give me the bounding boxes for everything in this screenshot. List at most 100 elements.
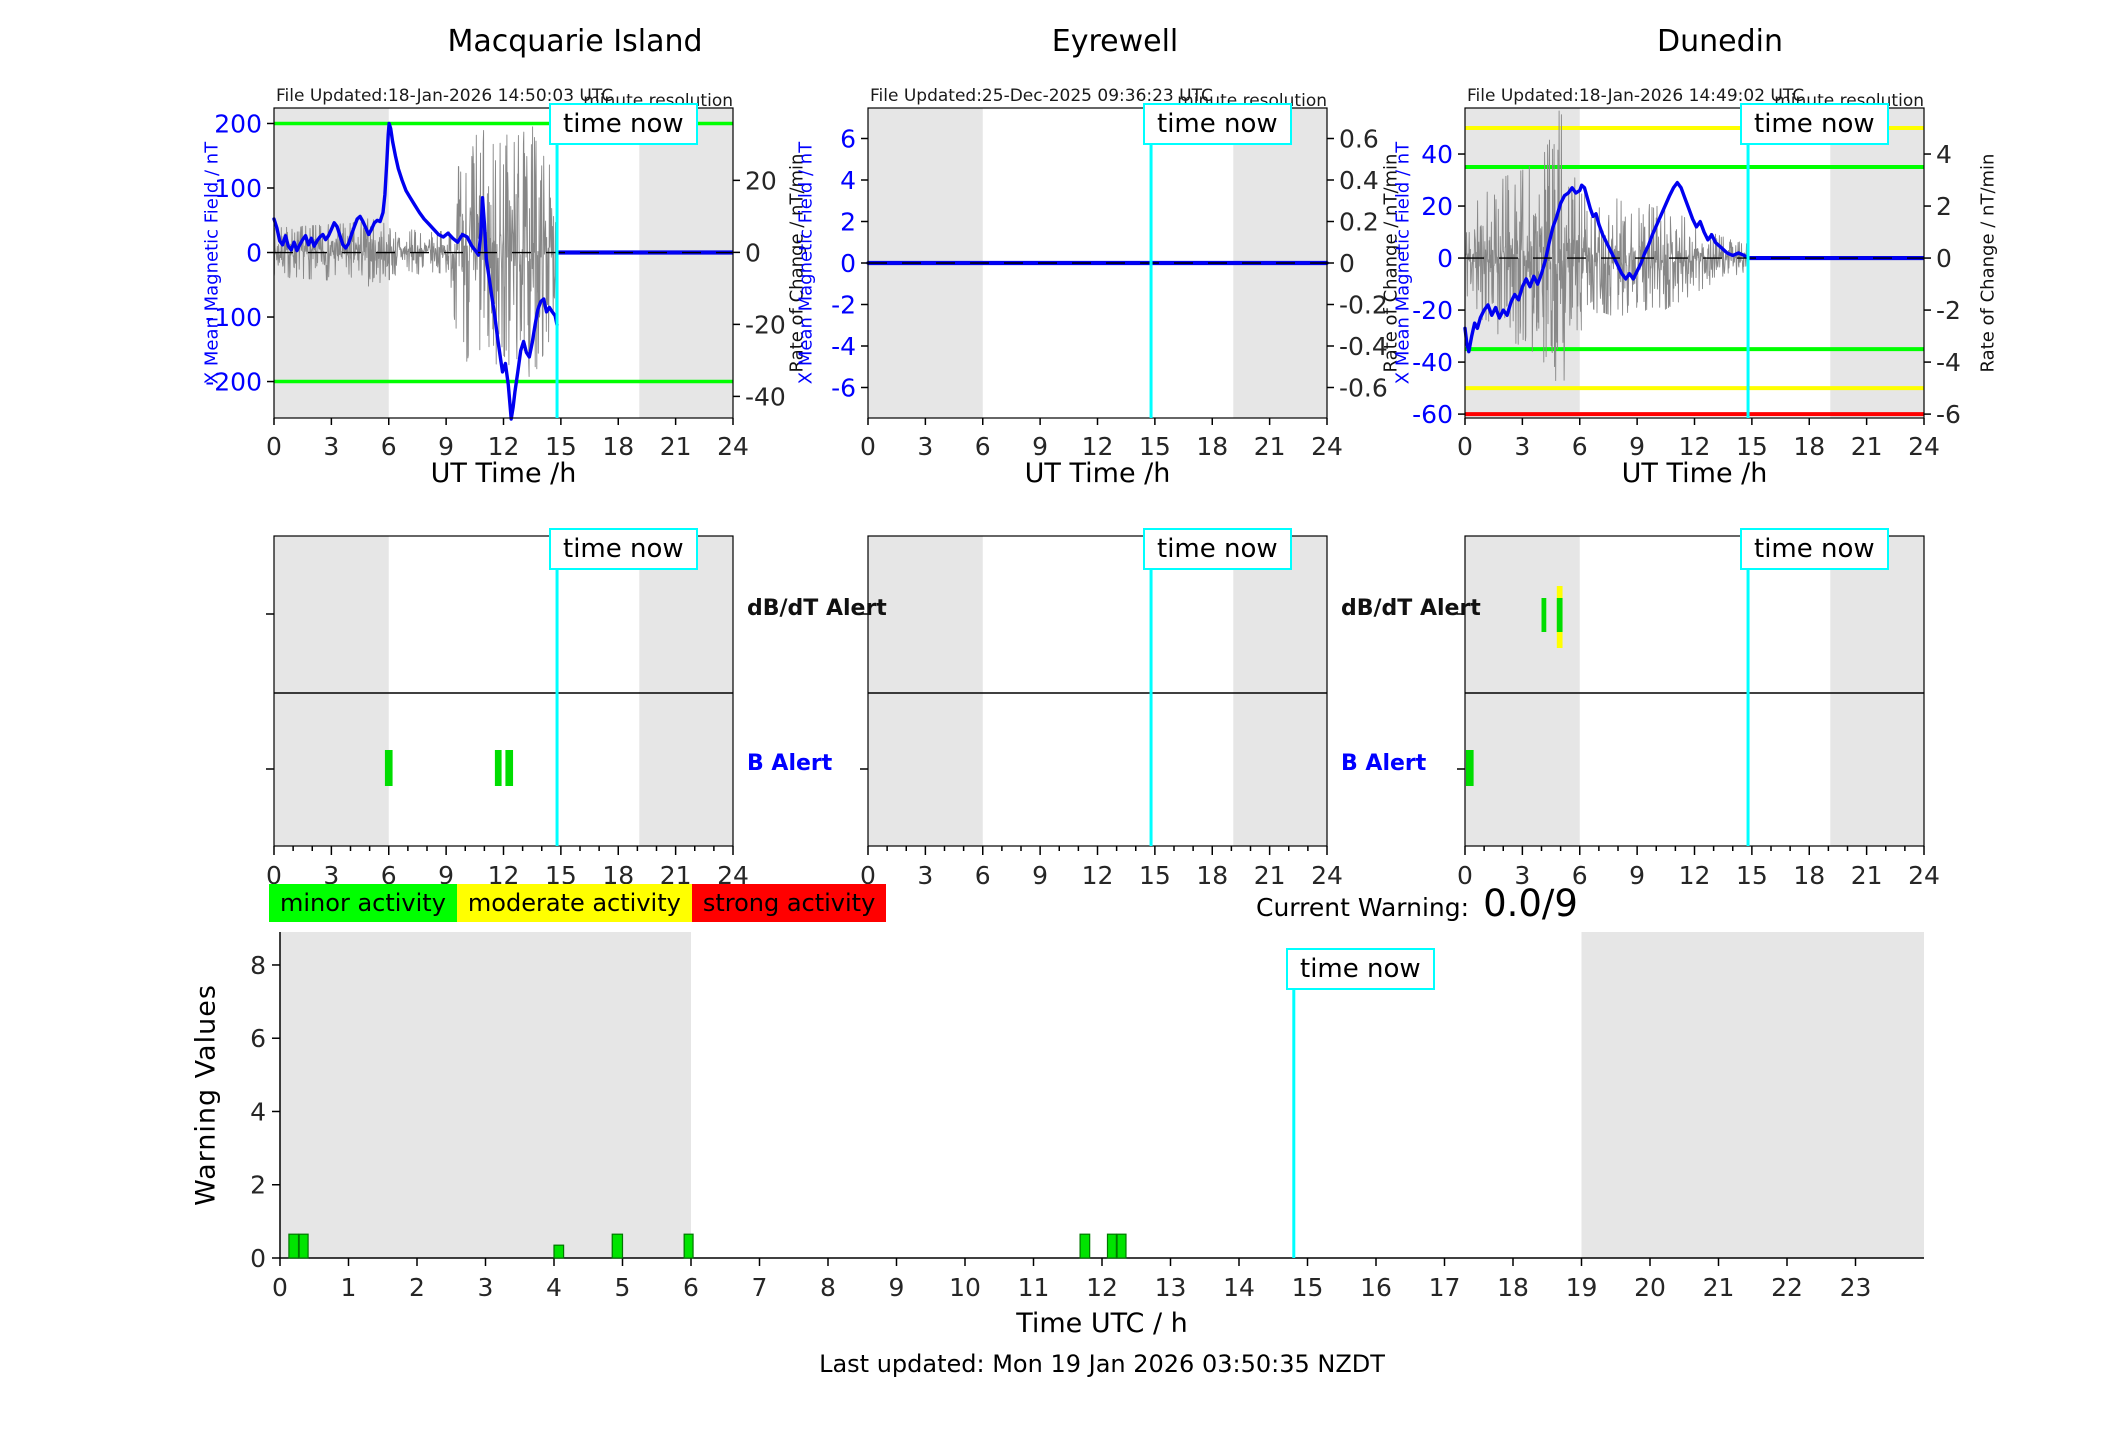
svg-text:-0.2: -0.2 <box>1339 290 1388 319</box>
svg-text:40: 40 <box>1421 140 1453 169</box>
svg-text:-40: -40 <box>1412 348 1453 377</box>
svg-text:9: 9 <box>438 432 454 461</box>
svg-text:-60: -60 <box>1412 400 1453 429</box>
svg-text:21: 21 <box>1254 861 1286 890</box>
svg-text:24: 24 <box>1908 861 1940 890</box>
svg-text:18: 18 <box>602 432 634 461</box>
svg-text:24: 24 <box>1311 432 1343 461</box>
svg-text:6: 6 <box>250 1024 266 1053</box>
svg-text:18: 18 <box>1196 861 1228 890</box>
svg-text:12: 12 <box>1679 861 1711 890</box>
svg-text:9: 9 <box>1032 432 1048 461</box>
svg-text:2: 2 <box>409 1273 425 1302</box>
svg-text:5: 5 <box>615 1273 631 1302</box>
svg-text:3: 3 <box>1514 432 1530 461</box>
dbdt-alert-label: dB/dT Alert <box>1341 596 1481 621</box>
svg-text:6: 6 <box>975 432 991 461</box>
svg-text:9: 9 <box>1629 861 1645 890</box>
svg-text:-6: -6 <box>1936 400 1961 429</box>
station-dunedin: Dunedin File Updated:18-Jan-2026 14:49:0… <box>1393 0 1999 520</box>
svg-text:20: 20 <box>1634 1273 1666 1302</box>
svg-text:6: 6 <box>381 432 397 461</box>
svg-text:0: 0 <box>840 249 856 278</box>
svg-text:-40: -40 <box>745 382 786 411</box>
svg-text:4: 4 <box>546 1273 562 1302</box>
bottom-x-axis-label: Time UTC / h <box>1016 1308 1188 1339</box>
svg-text:-100: -100 <box>205 303 262 332</box>
svg-text:12: 12 <box>1679 432 1711 461</box>
current-warning-value: 0.0/9 <box>1483 882 1578 925</box>
svg-text:14: 14 <box>1223 1273 1255 1302</box>
dbdt-alert-label: dB/dT Alert <box>747 596 887 621</box>
time-now-flag: time now <box>549 103 698 145</box>
right-axis-label: Rate of Change / nT/min <box>1977 153 1999 373</box>
svg-text:1: 1 <box>341 1273 357 1302</box>
svg-text:8: 8 <box>820 1273 836 1302</box>
left-axis-label: X Mean Magnetic Field / nT <box>795 141 817 385</box>
svg-text:0.2: 0.2 <box>1339 208 1379 237</box>
time-now-flag: time now <box>1286 948 1435 990</box>
svg-text:0: 0 <box>250 1244 266 1273</box>
svg-text:12: 12 <box>488 432 520 461</box>
svg-text:0: 0 <box>266 432 282 461</box>
time-now-flag: time now <box>1143 103 1292 145</box>
activity-legend: minor activity moderate activity strong … <box>269 884 887 922</box>
svg-text:3: 3 <box>323 432 339 461</box>
svg-text:0: 0 <box>860 432 876 461</box>
svg-text:-4: -4 <box>1936 348 1961 377</box>
b-alert-label: B Alert <box>1341 751 1427 776</box>
svg-text:0: 0 <box>272 1273 288 1302</box>
svg-text:15: 15 <box>1736 861 1768 890</box>
svg-text:20: 20 <box>1421 192 1453 221</box>
x-axis-label: UT Time /h <box>1621 458 1768 489</box>
station-eyrewell: Eyrewell File Updated:25-Dec-2025 09:36:… <box>796 0 1402 520</box>
svg-text:15: 15 <box>545 432 577 461</box>
x-axis-label: UT Time /h <box>430 458 577 489</box>
svg-text:0.6: 0.6 <box>1339 125 1379 154</box>
svg-text:24: 24 <box>717 432 749 461</box>
svg-text:12: 12 <box>1082 861 1114 890</box>
svg-text:12: 12 <box>1086 1273 1118 1302</box>
svg-text:2: 2 <box>840 208 856 237</box>
svg-text:-20: -20 <box>745 310 786 339</box>
svg-text:3: 3 <box>917 432 933 461</box>
svg-text:23: 23 <box>1840 1273 1872 1302</box>
svg-text:0: 0 <box>745 238 761 267</box>
time-now-flag: time now <box>1143 528 1292 570</box>
svg-text:-0.4: -0.4 <box>1339 332 1388 361</box>
current-warning: Current Warning: 0.0/9 <box>1256 882 1578 925</box>
svg-text:6: 6 <box>381 861 397 890</box>
page-title: Eyrewell <box>1051 24 1179 59</box>
svg-text:-4: -4 <box>831 332 856 361</box>
svg-text:4: 4 <box>1936 140 1952 169</box>
svg-text:6: 6 <box>1572 861 1588 890</box>
svg-text:21: 21 <box>1851 861 1883 890</box>
svg-text:-2: -2 <box>831 290 856 319</box>
svg-text:12: 12 <box>1082 432 1114 461</box>
warning-values-axis-label: Warning Values <box>190 984 222 1206</box>
legend-strong: strong activity <box>691 884 887 922</box>
time-now-flag: time now <box>1740 528 1889 570</box>
svg-text:3: 3 <box>478 1273 494 1302</box>
svg-text:0: 0 <box>266 861 282 890</box>
svg-text:4: 4 <box>840 166 856 195</box>
svg-text:11: 11 <box>1018 1273 1050 1302</box>
svg-text:4: 4 <box>250 1097 266 1126</box>
svg-text:15: 15 <box>1139 432 1171 461</box>
svg-text:-6: -6 <box>831 373 856 402</box>
svg-text:9: 9 <box>1629 432 1645 461</box>
left-axis-label: X Mean Magnetic Field / nT <box>1392 141 1414 385</box>
svg-text:0.4: 0.4 <box>1339 166 1379 195</box>
svg-text:19: 19 <box>1566 1273 1598 1302</box>
svg-text:0: 0 <box>1936 244 1952 273</box>
file-updated-text: File Updated:25-Dec-2025 09:36:23 UTC <box>870 86 1213 106</box>
svg-text:22: 22 <box>1771 1273 1803 1302</box>
svg-text:9: 9 <box>889 1273 905 1302</box>
station-macquarie: Macquarie Island File Updated:18-Jan-202… <box>202 0 808 520</box>
current-warning-label: Current Warning: <box>1256 893 1470 922</box>
last-updated-text: Last updated: Mon 19 Jan 2026 03:50:35 N… <box>819 1350 1385 1378</box>
svg-text:0: 0 <box>1457 861 1473 890</box>
svg-text:-2: -2 <box>1936 296 1961 325</box>
svg-text:0: 0 <box>246 239 262 268</box>
